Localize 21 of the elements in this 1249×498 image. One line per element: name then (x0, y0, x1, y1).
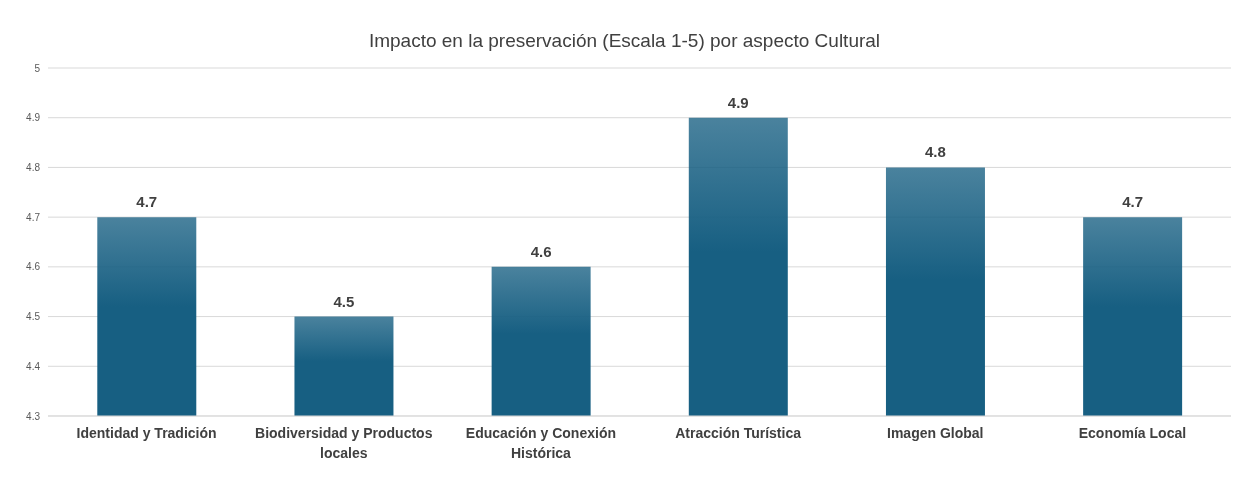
y-tick-label: 4.9 (26, 112, 41, 124)
x-tick-label: Atracción Turística (675, 425, 802, 441)
y-tick-label: 4.6 (26, 261, 41, 273)
y-tick-label: 4.7 (26, 211, 41, 223)
data-label: 4.7 (1122, 193, 1144, 211)
data-label: 4.8 (925, 143, 946, 161)
data-label: 4.6 (530, 242, 552, 260)
y-tick-label: 5 (34, 62, 41, 74)
data-label: 4.5 (333, 292, 355, 310)
x-tick-label: Biodiversidad y Productos locales (255, 425, 433, 461)
y-tick-label: 4.3 (26, 410, 41, 422)
x-tick-label: Educación y Conexión Histórica (465, 425, 616, 461)
y-tick-label: 4.8 (26, 161, 41, 173)
x-tick-label: Economía Local (1078, 425, 1187, 441)
y-tick-label: 4.4 (26, 360, 41, 372)
x-tick-label: Identidad y Tradición (76, 425, 217, 441)
x-tick-label: Imagen Global (887, 425, 984, 441)
data-label: 4.9 (727, 93, 749, 111)
y-tick-label: 4.5 (26, 311, 41, 323)
data-label: 4.7 (136, 193, 158, 211)
chart-title: Impacto en la preservación (Escala 1-5) por aspecto Cultural (367, 30, 882, 52)
